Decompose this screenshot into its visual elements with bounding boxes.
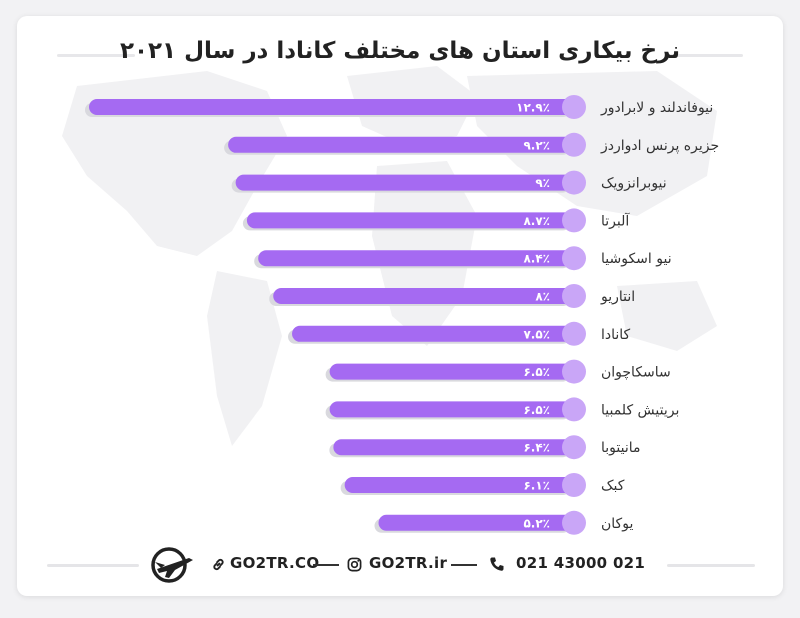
bar-value-label: ۶.۵٪	[523, 365, 550, 379]
title-rule-right	[665, 54, 743, 57]
bar-value-label: ۸.۷٪	[523, 214, 550, 228]
bar	[344, 477, 574, 493]
bar-value-label: ۶.۱٪	[523, 479, 550, 493]
bar	[378, 514, 574, 531]
category-label: ساسکاچوان	[601, 365, 671, 381]
category-label: کانادا	[601, 327, 631, 343]
bar	[273, 288, 574, 304]
bar	[329, 401, 574, 418]
category-label: مانیتوبا	[601, 440, 641, 456]
footer-instagram[interactable]: GO2TR.ir	[369, 554, 448, 572]
category-label: انتاریو	[600, 289, 635, 305]
phone-icon	[490, 557, 504, 571]
bar-knob	[562, 246, 586, 271]
category-label: نیوفاندلند و لابرادور	[600, 100, 713, 116]
category-label: جزیره پرنس ادواردز	[600, 138, 719, 154]
bar-value-label: ۹٪	[535, 176, 550, 190]
bar-value-label: ۸٪	[535, 290, 550, 304]
bar-knob	[562, 473, 586, 497]
category-label: یوکان	[601, 516, 633, 532]
category-label: بریتیش کلمبیا	[601, 402, 679, 418]
title-rule-left	[57, 54, 135, 57]
bar-value-label: ۹.۲٪	[523, 138, 550, 152]
bar-value-label: ۱۲.۹٪	[516, 101, 550, 115]
bar-knob	[562, 510, 586, 535]
bar	[246, 212, 574, 229]
footer: GO2TR.CO GO2TR.ir 021 43000 021	[17, 544, 783, 584]
bar-knob	[562, 132, 586, 157]
bar	[258, 250, 574, 267]
unemployment-bar-chart: ۱۲.۹٪ نیوفاندلند و لابرادور ۹.۲٪ جزیره پرنس…	[85, 95, 719, 535]
bar-knob	[562, 435, 586, 460]
bar-knob	[562, 359, 586, 384]
bar-knob	[562, 397, 586, 422]
footer-phone[interactable]: 021 43000 021	[516, 554, 646, 572]
instagram-icon	[347, 557, 362, 572]
footer-website[interactable]: GO2TR.CO	[230, 554, 320, 572]
footer-separator-2	[451, 564, 477, 566]
footer-rule-left	[47, 564, 139, 567]
category-label: نیوبرانزویک	[601, 176, 667, 192]
bar-value-label: ۶.۴٪	[523, 441, 550, 455]
bar	[333, 439, 574, 456]
go2tr-plane-logo	[151, 547, 193, 583]
footer-separator-1	[313, 564, 339, 566]
bar-knob	[562, 321, 586, 346]
bar	[329, 363, 574, 380]
footer-rule-right	[667, 564, 755, 567]
category-label: کبک	[601, 478, 625, 494]
bar-knob	[562, 284, 586, 308]
bar-knob	[562, 95, 586, 119]
bar	[89, 99, 574, 115]
chart-title: نرخ بیکاری استان های مختلف کانادا در سال…	[119, 38, 681, 64]
bar-value-label: ۷.۵٪	[523, 327, 550, 341]
infographic-card: نرخ بیکاری استان های مختلف کانادا در سال…	[17, 16, 783, 596]
bar-value-label: ۸.۴٪	[523, 252, 550, 266]
bar-value-label: ۵.۲٪	[523, 516, 550, 530]
category-label: نیو اسکوشیا	[601, 251, 672, 267]
bar-knob	[562, 208, 586, 233]
link-icon	[213, 558, 224, 571]
bar-value-label: ۶.۵٪	[523, 403, 550, 417]
bar	[235, 174, 574, 191]
bar	[292, 325, 574, 342]
bar-knob	[562, 170, 586, 195]
category-label: آلبرتا	[601, 212, 630, 229]
bar	[228, 136, 574, 153]
